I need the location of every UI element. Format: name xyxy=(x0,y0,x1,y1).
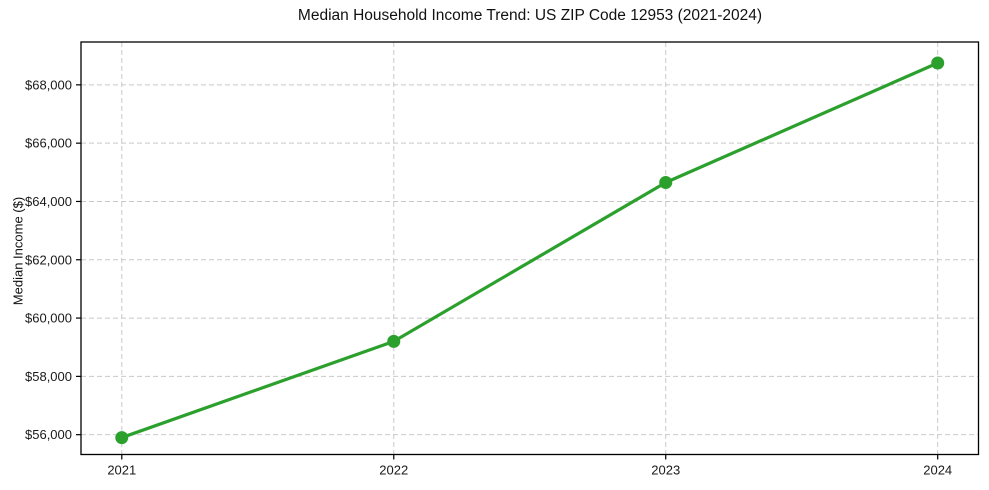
x-tick-label: 2022 xyxy=(379,463,408,478)
y-tick-label: $66,000 xyxy=(25,136,72,151)
y-tick-label: $56,000 xyxy=(25,427,72,442)
x-tick-label: 2021 xyxy=(107,463,136,478)
data-point-2024 xyxy=(931,56,945,70)
y-tick-label: $60,000 xyxy=(25,311,72,326)
data-point-2023 xyxy=(659,176,673,190)
y-tick-label: $62,000 xyxy=(25,252,72,267)
data-point-2021 xyxy=(115,431,129,445)
plot-border xyxy=(80,41,980,456)
trend-line xyxy=(121,61,939,440)
y-tick-label: $64,000 xyxy=(25,194,72,209)
data-point-2022 xyxy=(387,334,401,348)
chart-title: Median Household Income Trend: US ZIP Co… xyxy=(297,7,763,24)
y-tick-label: $68,000 xyxy=(25,77,72,92)
x-tick-label: 2024 xyxy=(923,463,952,478)
x-tick-label: 2023 xyxy=(651,463,680,478)
y-tick-label: $58,000 xyxy=(25,369,72,384)
